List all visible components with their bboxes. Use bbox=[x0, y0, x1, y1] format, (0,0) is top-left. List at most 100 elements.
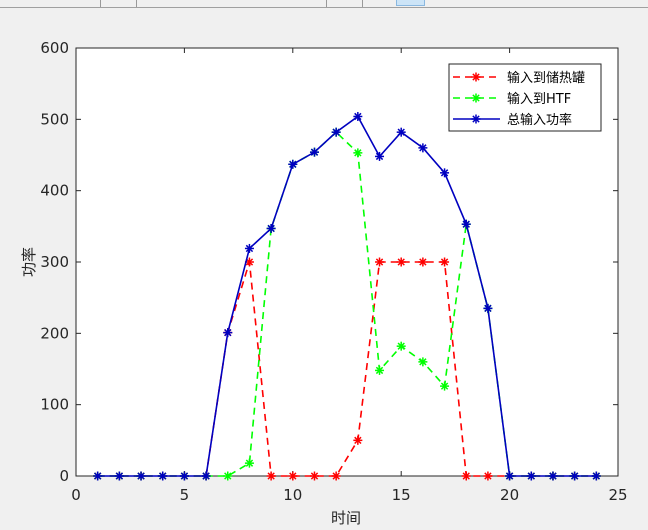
data-point bbox=[93, 471, 103, 481]
x-axis-label: 时间 bbox=[331, 509, 361, 527]
data-point bbox=[179, 471, 189, 481]
asterisk-stroke bbox=[375, 366, 384, 375]
asterisk-stroke bbox=[472, 73, 480, 81]
asterisk-stroke bbox=[397, 128, 405, 136]
x-tick-label: 15 bbox=[392, 486, 411, 504]
asterisk-stroke bbox=[267, 224, 275, 233]
data-point bbox=[114, 471, 124, 481]
asterisk-stroke bbox=[419, 358, 427, 366]
data-point bbox=[244, 458, 254, 468]
data-point bbox=[461, 471, 471, 481]
x-tick-label: 10 bbox=[283, 486, 302, 504]
asterisk-stroke bbox=[472, 115, 480, 123]
legend-marker bbox=[471, 93, 481, 103]
toolbar-active-button[interactable] bbox=[396, 0, 425, 6]
data-point bbox=[570, 471, 580, 481]
asterisk-stroke bbox=[484, 304, 492, 313]
y-tick-label: 200 bbox=[40, 324, 69, 342]
asterisk-stroke bbox=[267, 472, 275, 480]
asterisk-stroke bbox=[472, 94, 480, 102]
data-point bbox=[244, 243, 254, 253]
asterisk-stroke bbox=[289, 472, 297, 480]
toolbar-separator bbox=[362, 0, 363, 7]
data-point bbox=[309, 471, 319, 481]
data-point bbox=[266, 471, 276, 481]
y-tick-label: 100 bbox=[40, 396, 69, 414]
legend-label: 总输入功率 bbox=[507, 112, 572, 128]
data-point bbox=[461, 219, 471, 229]
asterisk-stroke bbox=[310, 148, 319, 156]
asterisk-stroke bbox=[310, 472, 319, 480]
asterisk-stroke bbox=[332, 128, 340, 136]
data-point bbox=[548, 471, 558, 481]
asterisk-stroke bbox=[462, 472, 470, 480]
data-point bbox=[505, 471, 515, 481]
data-point bbox=[396, 127, 406, 137]
asterisk-stroke bbox=[245, 258, 254, 266]
asterisk-stroke bbox=[527, 472, 535, 480]
data-point bbox=[288, 471, 298, 481]
data-point bbox=[136, 471, 146, 481]
legend-marker bbox=[471, 72, 481, 82]
asterisk-stroke bbox=[332, 472, 340, 480]
data-point bbox=[440, 381, 450, 391]
data-point bbox=[266, 223, 276, 233]
x-tick-label: 0 bbox=[71, 486, 81, 504]
x-tick-label: 20 bbox=[500, 486, 519, 504]
asterisk-stroke bbox=[505, 472, 514, 480]
asterisk-stroke bbox=[354, 149, 362, 157]
data-point bbox=[288, 159, 298, 169]
data-point bbox=[353, 435, 363, 445]
asterisk-stroke bbox=[397, 258, 405, 266]
y-tick-label: 500 bbox=[40, 110, 69, 128]
asterisk-stroke bbox=[484, 472, 492, 480]
figure-toolbar bbox=[0, 0, 648, 8]
series-2 bbox=[93, 111, 601, 481]
data-point bbox=[396, 257, 406, 267]
data-point bbox=[353, 111, 363, 121]
y-axis-label: 功率 bbox=[20, 247, 38, 277]
data-point bbox=[223, 328, 233, 338]
asterisk-stroke bbox=[440, 382, 449, 390]
data-point bbox=[418, 357, 428, 367]
asterisk-stroke bbox=[224, 328, 232, 337]
asterisk-stroke bbox=[159, 472, 167, 480]
data-point bbox=[158, 471, 168, 481]
asterisk-stroke bbox=[375, 152, 384, 161]
toolbar-separator bbox=[100, 0, 101, 7]
asterisk-stroke bbox=[93, 472, 102, 480]
x-tick-label: 25 bbox=[608, 486, 627, 504]
asterisk-stroke bbox=[137, 472, 145, 480]
data-point bbox=[483, 303, 493, 313]
data-point bbox=[244, 257, 254, 267]
asterisk-stroke bbox=[397, 342, 405, 350]
data-point bbox=[440, 168, 450, 178]
asterisk-stroke bbox=[440, 169, 449, 177]
data-point bbox=[331, 127, 341, 137]
asterisk-stroke bbox=[202, 472, 210, 480]
asterisk-stroke bbox=[419, 258, 427, 266]
y-tick-label: 400 bbox=[40, 182, 69, 200]
data-point bbox=[418, 143, 428, 153]
asterisk-stroke bbox=[180, 472, 189, 480]
data-point bbox=[440, 257, 450, 267]
legend-label: 输入到HTF bbox=[507, 91, 571, 107]
asterisk-stroke bbox=[570, 472, 579, 480]
y-tick-label: 300 bbox=[40, 253, 69, 271]
data-point bbox=[418, 257, 428, 267]
asterisk-stroke bbox=[549, 472, 557, 480]
asterisk-stroke bbox=[419, 144, 427, 152]
data-point bbox=[331, 471, 341, 481]
data-point bbox=[309, 147, 319, 157]
data-point bbox=[483, 471, 493, 481]
data-point bbox=[375, 151, 385, 161]
legend-label: 输入到储热罐 bbox=[507, 70, 585, 86]
data-point bbox=[201, 471, 211, 481]
asterisk-stroke bbox=[592, 472, 601, 480]
asterisk-stroke bbox=[245, 459, 254, 467]
asterisk-stroke bbox=[289, 160, 297, 168]
data-point bbox=[375, 257, 385, 267]
asterisk-stroke bbox=[354, 112, 362, 121]
